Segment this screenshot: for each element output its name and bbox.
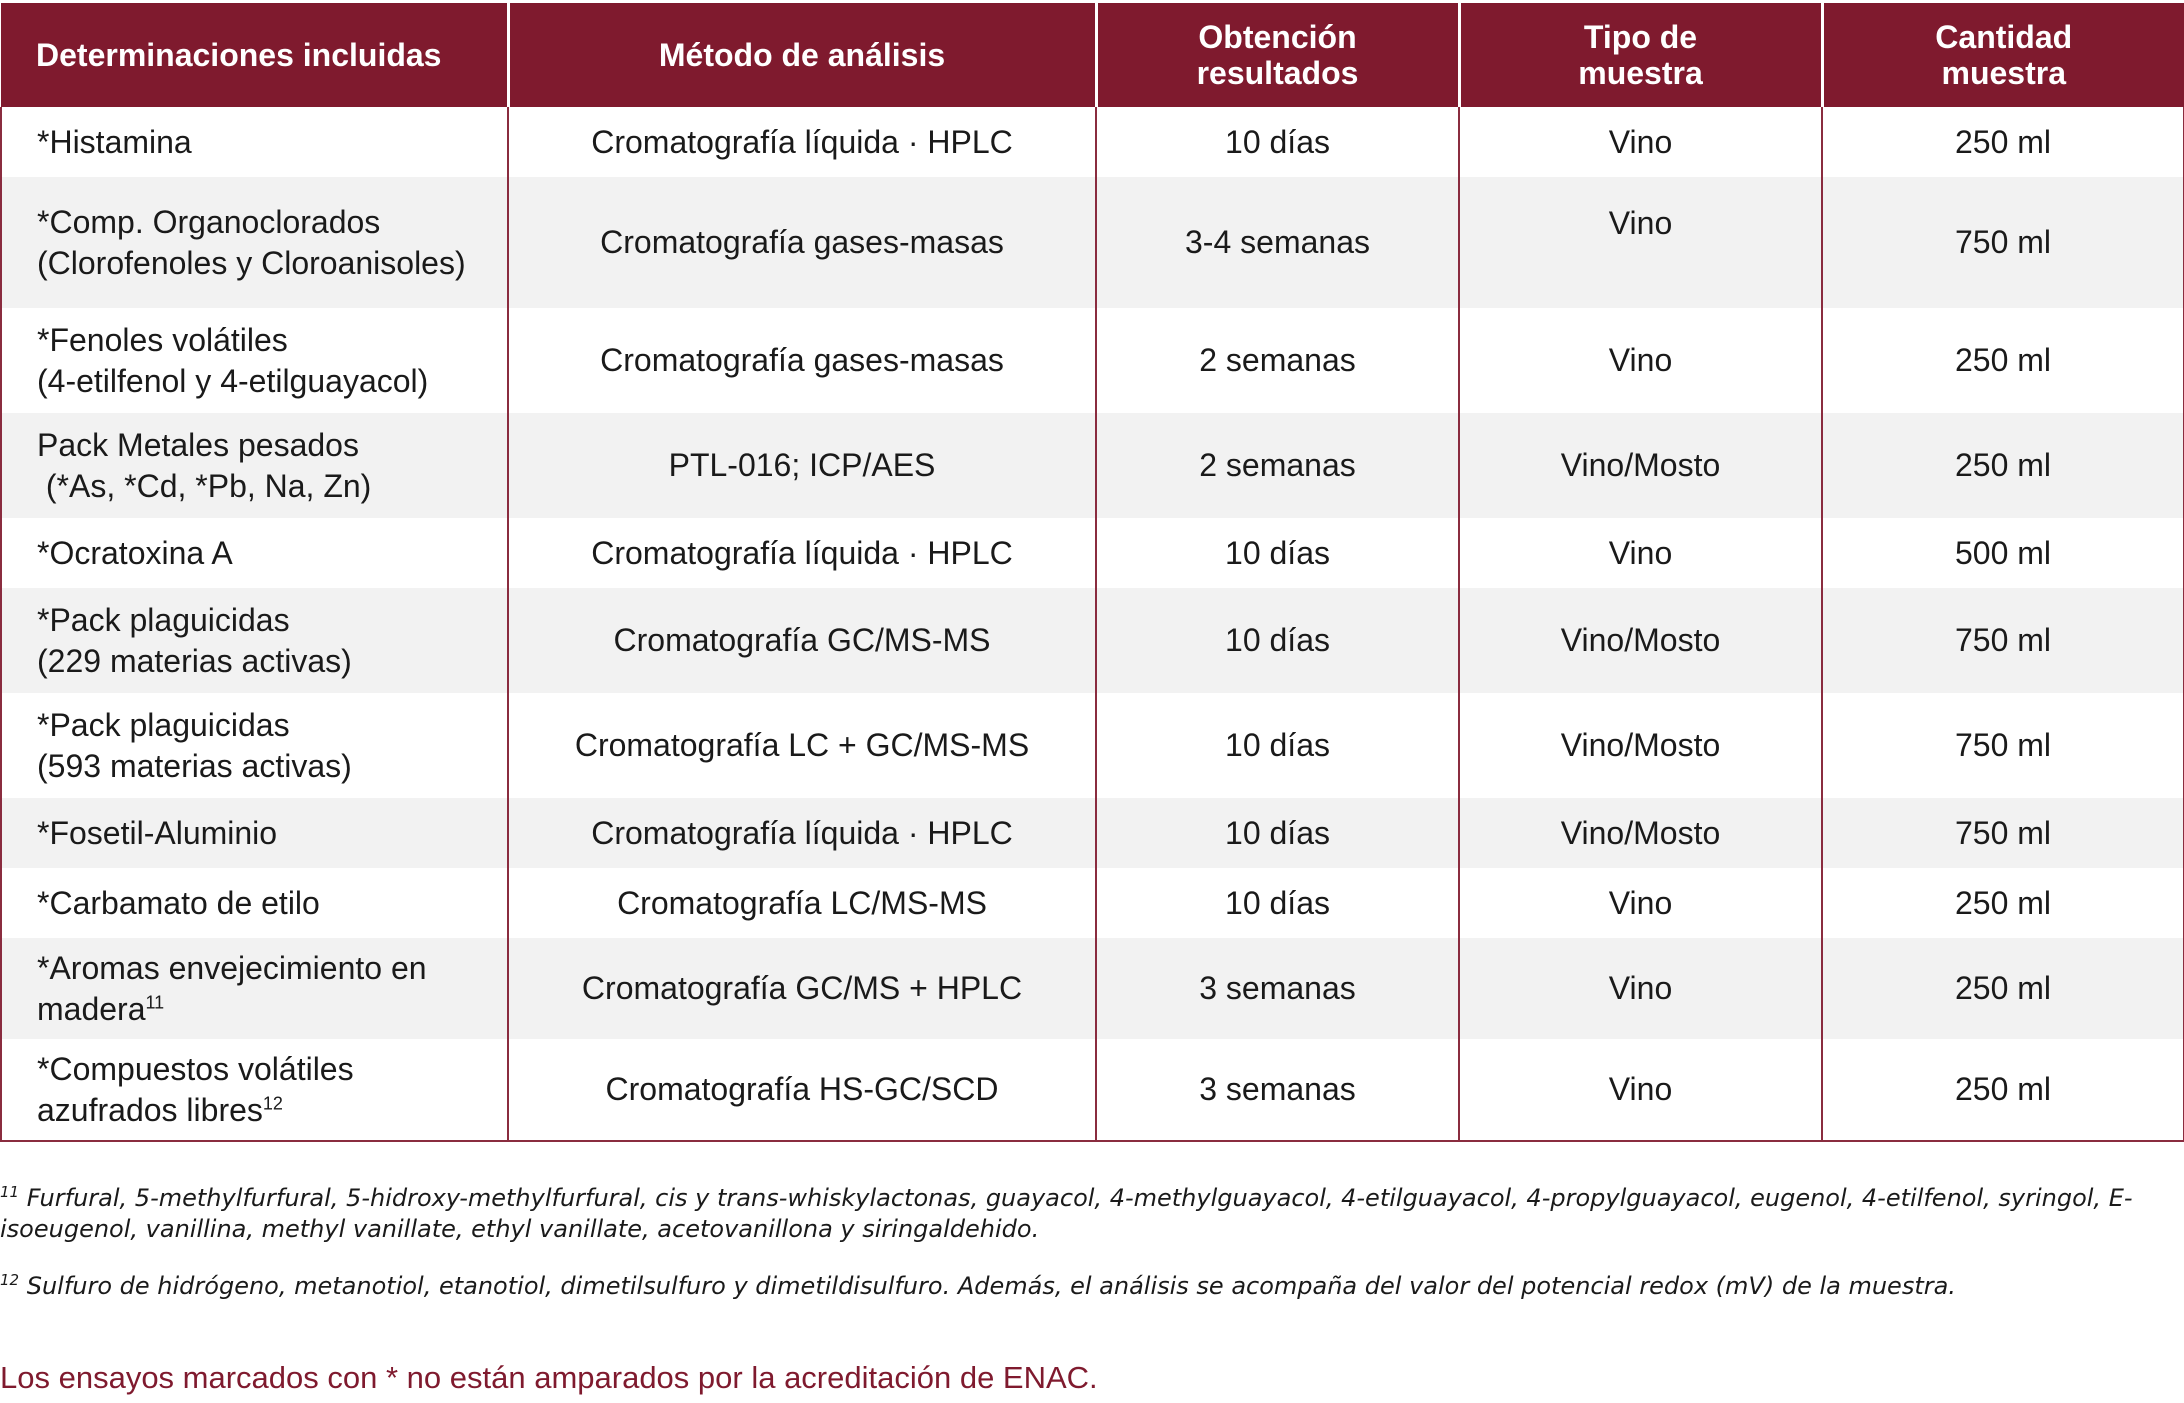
cell-cantidad: 250 ml [1821, 107, 2184, 177]
cell-tiempo: 2 semanas [1095, 308, 1459, 413]
cell-tipo: Vino [1458, 107, 1822, 177]
analysis-table: Determinaciones incluidas Método de anál… [0, 3, 2184, 1142]
table-header-row: Determinaciones incluidas Método de anál… [1, 3, 2184, 107]
cell-tiempo: 10 días [1095, 518, 1459, 588]
cell-determinacion: Pack Metales pesados (*As, *Cd, *Pb, Na,… [0, 413, 508, 518]
cell-tiempo: 10 días [1095, 798, 1459, 868]
analysis-table-container: Determinaciones incluidas Método de anál… [0, 3, 2184, 1142]
cell-determinacion: *Histamina [0, 107, 508, 177]
footnote-ref-12: 12 [262, 1092, 283, 1113]
cell-tipo: Vino [1458, 1039, 1822, 1142]
cell-tiempo: 3-4 semanas [1095, 177, 1459, 308]
cell-tiempo: 10 días [1095, 693, 1459, 798]
footnote-ref-11: 11 [145, 991, 165, 1012]
cell-metodo: Cromatografía GC/MS + HPLC [507, 938, 1096, 1039]
cell-determinacion: *Aromas envejecimiento en madera11 [0, 938, 508, 1039]
cell-determinacion: *Carbamato de etilo [0, 868, 508, 938]
cell-tiempo: 10 días [1095, 107, 1459, 177]
header-tipo: Tipo de muestra [1457, 3, 1822, 107]
cell-cantidad: 750 ml [1821, 798, 2184, 868]
cell-determinacion: *Pack plaguicidas (593 materias activas) [0, 693, 508, 798]
cell-tipo: Vino [1458, 308, 1822, 413]
table-row: *Comp. Organoclorados (Clorofenoles y Cl… [0, 177, 2184, 308]
table-row: *Histamina Cromatografía líquida · HPLC … [0, 107, 2184, 177]
cell-determinacion: *Fosetil-Aluminio [0, 798, 508, 868]
table-row: *Compuestos volátiles azufrados libres12… [0, 1039, 2184, 1142]
cell-tiempo: 2 semanas [1095, 413, 1459, 518]
cell-tipo: Vino [1458, 518, 1822, 588]
cell-metodo: Cromatografía HS-GC/SCD [507, 1039, 1096, 1142]
table-row: Pack Metales pesados (*As, *Cd, *Pb, Na,… [0, 413, 2184, 518]
cell-determinacion: *Ocratoxina A [0, 518, 508, 588]
cell-tipo: Vino/Mosto [1458, 798, 1822, 868]
cell-metodo: Cromatografía líquida · HPLC [507, 107, 1096, 177]
header-cantidad: Cantidad muestra [1820, 3, 2184, 107]
cell-tipo: Vino [1458, 177, 1822, 308]
cell-metodo: Cromatografía gases-masas [507, 177, 1096, 308]
footnotes: 11 Furfural, 5-methylfurfural, 5-hidroxy… [0, 1183, 2180, 1302]
cell-determinacion: *Comp. Organoclorados (Clorofenoles y Cl… [0, 177, 508, 308]
header-obtencion: Obtención resultados [1094, 3, 1459, 107]
cell-metodo: Cromatografía líquida · HPLC [507, 798, 1096, 868]
cell-cantidad: 250 ml [1821, 308, 2184, 413]
table-row: *Aromas envejecimiento en madera11 Croma… [0, 938, 2184, 1039]
table-row: *Ocratoxina A Cromatografía líquida · HP… [0, 518, 2184, 588]
table-row: *Fenoles volátiles (4-etilfenol y 4-etil… [0, 308, 2184, 413]
cell-metodo: Cromatografía LC/MS-MS [507, 868, 1096, 938]
cell-cantidad: 750 ml [1821, 693, 2184, 798]
cell-determinacion: *Pack plaguicidas (229 materias activas) [0, 588, 508, 693]
cell-cantidad: 250 ml [1821, 1039, 2184, 1142]
accreditation-disclaimer: Los ensayos marcados con * no están ampa… [0, 1360, 1098, 1395]
footnote-12: 12 Sulfuro de hidrógeno, metanotiol, eta… [0, 1271, 1956, 1300]
cell-tiempo: 10 días [1095, 868, 1459, 938]
cell-metodo: Cromatografía gases-masas [507, 308, 1096, 413]
cell-cantidad: 250 ml [1821, 938, 2184, 1039]
cell-determinacion: *Compuestos volátiles azufrados libres12 [0, 1039, 508, 1142]
footnote-11: 11 Furfural, 5-methylfurfural, 5-hidroxy… [0, 1183, 2133, 1243]
cell-cantidad: 500 ml [1821, 518, 2184, 588]
cell-determinacion: *Fenoles volátiles (4-etilfenol y 4-etil… [0, 308, 508, 413]
cell-cantidad: 750 ml [1821, 588, 2184, 693]
cell-tipo: Vino [1458, 868, 1822, 938]
cell-cantidad: 250 ml [1821, 413, 2184, 518]
table-row: *Fosetil-Aluminio Cromatografía líquida … [0, 798, 2184, 868]
cell-cantidad: 750 ml [1821, 177, 2184, 308]
table-row: *Carbamato de etilo Cromatografía LC/MS-… [0, 868, 2184, 938]
cell-tiempo: 3 semanas [1095, 938, 1459, 1039]
table-row: *Pack plaguicidas (593 materias activas)… [0, 693, 2184, 798]
cell-tipo: Vino [1458, 938, 1822, 1039]
cell-cantidad: 250 ml [1821, 868, 2184, 938]
table-row: *Pack plaguicidas (229 materias activas)… [0, 588, 2184, 693]
cell-metodo: Cromatografía GC/MS-MS [507, 588, 1096, 693]
header-determinaciones: Determinaciones incluidas [1, 3, 508, 107]
cell-metodo: PTL-016; ICP/AES [507, 413, 1096, 518]
cell-tipo: Vino/Mosto [1458, 413, 1822, 518]
cell-tiempo: 10 días [1095, 588, 1459, 693]
header-metodo: Método de análisis [506, 3, 1096, 107]
cell-metodo: Cromatografía LC + GC/MS-MS [507, 693, 1096, 798]
cell-tipo: Vino/Mosto [1458, 693, 1822, 798]
cell-tipo: Vino/Mosto [1458, 588, 1822, 693]
cell-metodo: Cromatografía líquida · HPLC [507, 518, 1096, 588]
cell-tiempo: 3 semanas [1095, 1039, 1459, 1142]
